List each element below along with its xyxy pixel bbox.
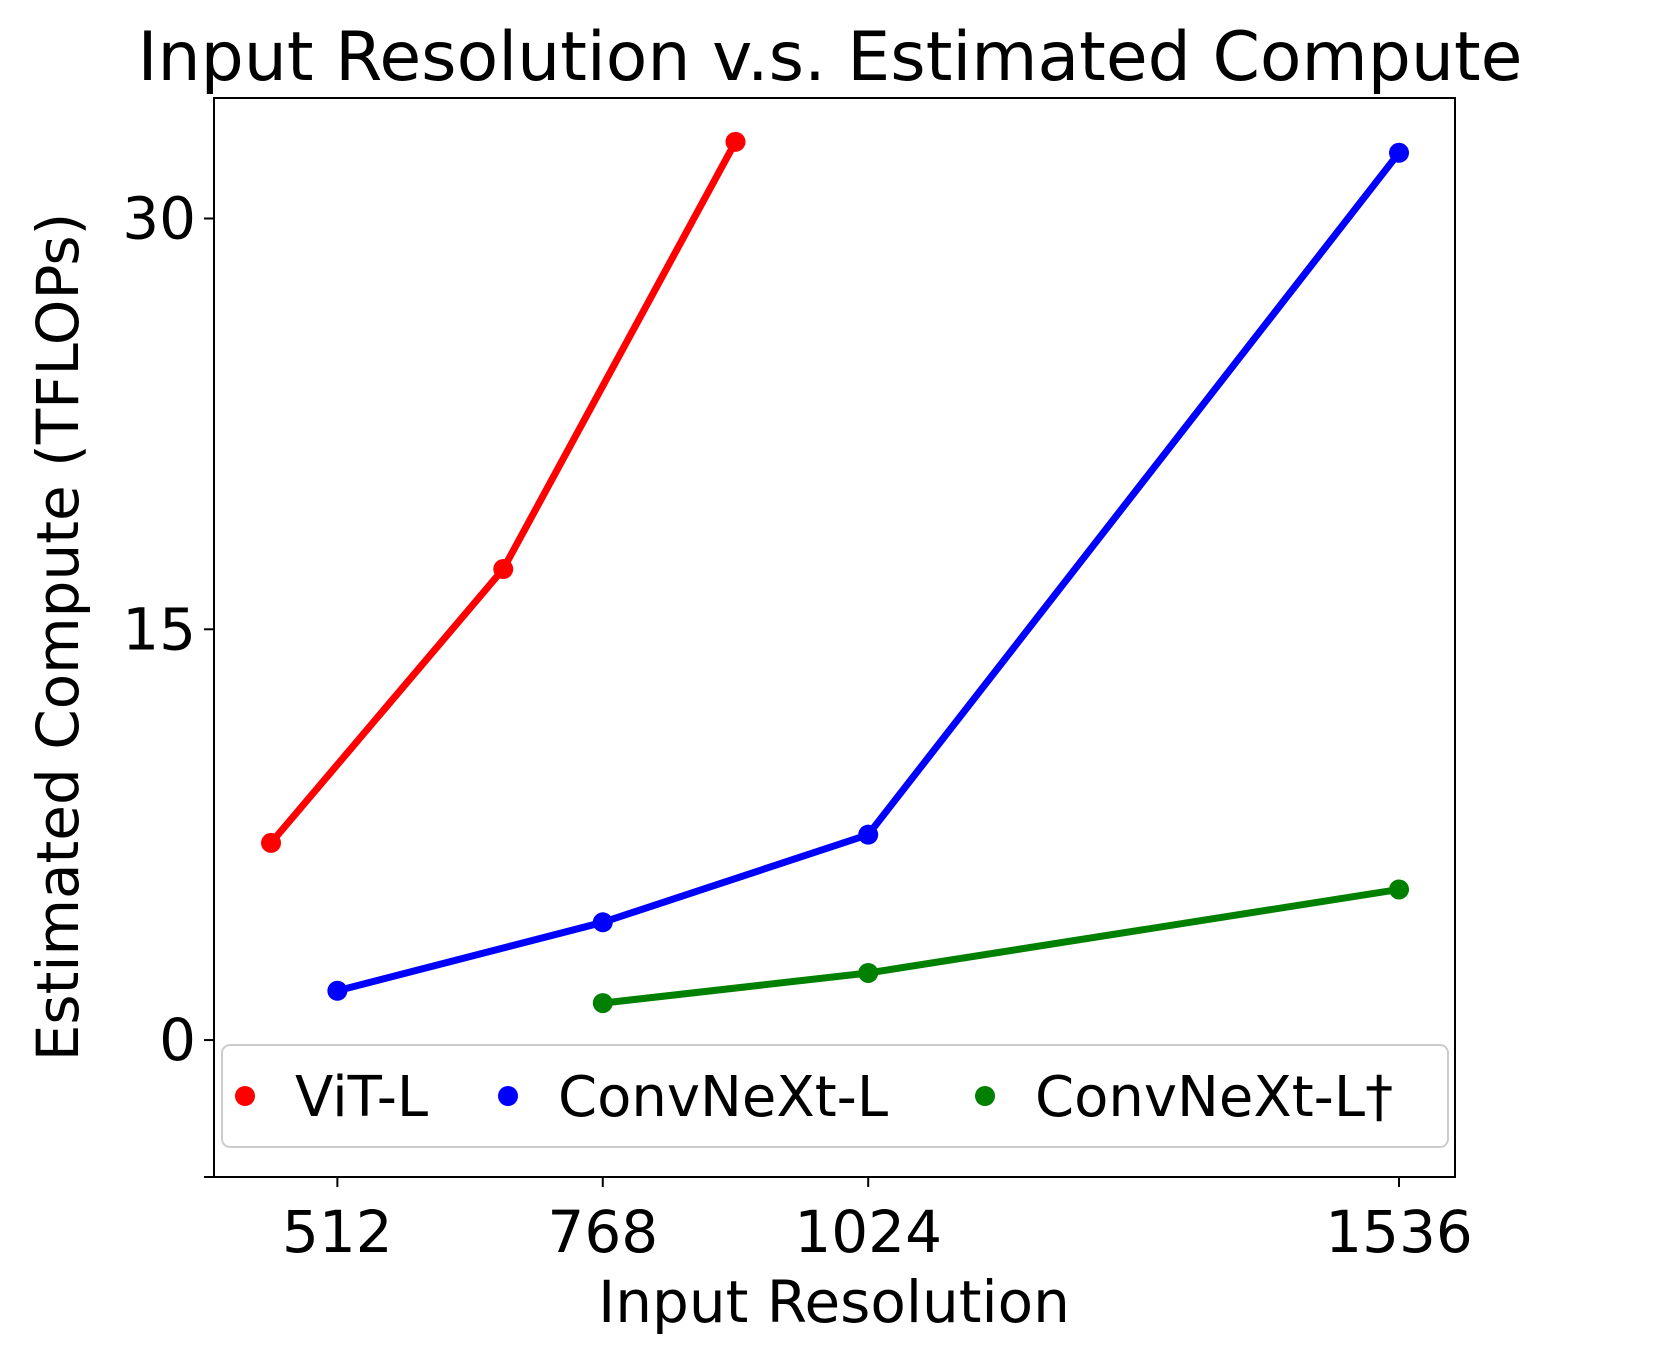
series-line <box>333 149 1403 995</box>
legend-marker <box>498 1086 518 1106</box>
data-point <box>592 993 613 1014</box>
legend-box <box>221 1044 1449 1148</box>
legend-marker <box>235 1086 255 1106</box>
y-tick-label: 15 <box>122 595 196 663</box>
data-point <box>327 980 348 1001</box>
legend-label: ConvNeXt-L† <box>1035 1065 1393 1130</box>
data-point <box>1389 142 1410 163</box>
y-axis-ticks: 0 15 30 <box>122 184 214 1178</box>
data-point <box>493 559 514 580</box>
legend-marker <box>975 1086 995 1106</box>
data-point <box>261 832 282 853</box>
data-point <box>592 912 613 933</box>
series-line <box>267 138 739 847</box>
x-tick-label: 768 <box>547 1198 658 1266</box>
legend: ViT-L ConvNeXt-L ConvNeXt-L† <box>221 1044 1449 1148</box>
legend-label: ConvNeXt-L <box>558 1065 888 1130</box>
x-axis-label: Input Resolution <box>598 1268 1070 1336</box>
data-point <box>725 131 746 152</box>
legend-label: ViT-L <box>295 1065 428 1130</box>
x-tick-label: 512 <box>282 1198 393 1266</box>
series-layer <box>261 131 1410 1014</box>
data-point <box>1389 879 1410 900</box>
x-axis-ticks: 512 768 1024 1536 <box>282 1177 1473 1266</box>
chart-title: Input Resolution v.s. Estimated Compute <box>137 18 1522 97</box>
y-tick-label: 30 <box>122 184 196 252</box>
x-tick-label: 1536 <box>1325 1198 1473 1266</box>
data-point <box>858 824 879 845</box>
series-line <box>599 885 1403 1007</box>
y-axis-label: Estimated Compute (TFLOPs) <box>24 213 92 1061</box>
plot-area-frame <box>213 97 1456 1178</box>
x-tick-label: 1024 <box>794 1198 942 1266</box>
y-tick-label: 0 <box>159 1006 196 1074</box>
data-point <box>858 962 879 983</box>
